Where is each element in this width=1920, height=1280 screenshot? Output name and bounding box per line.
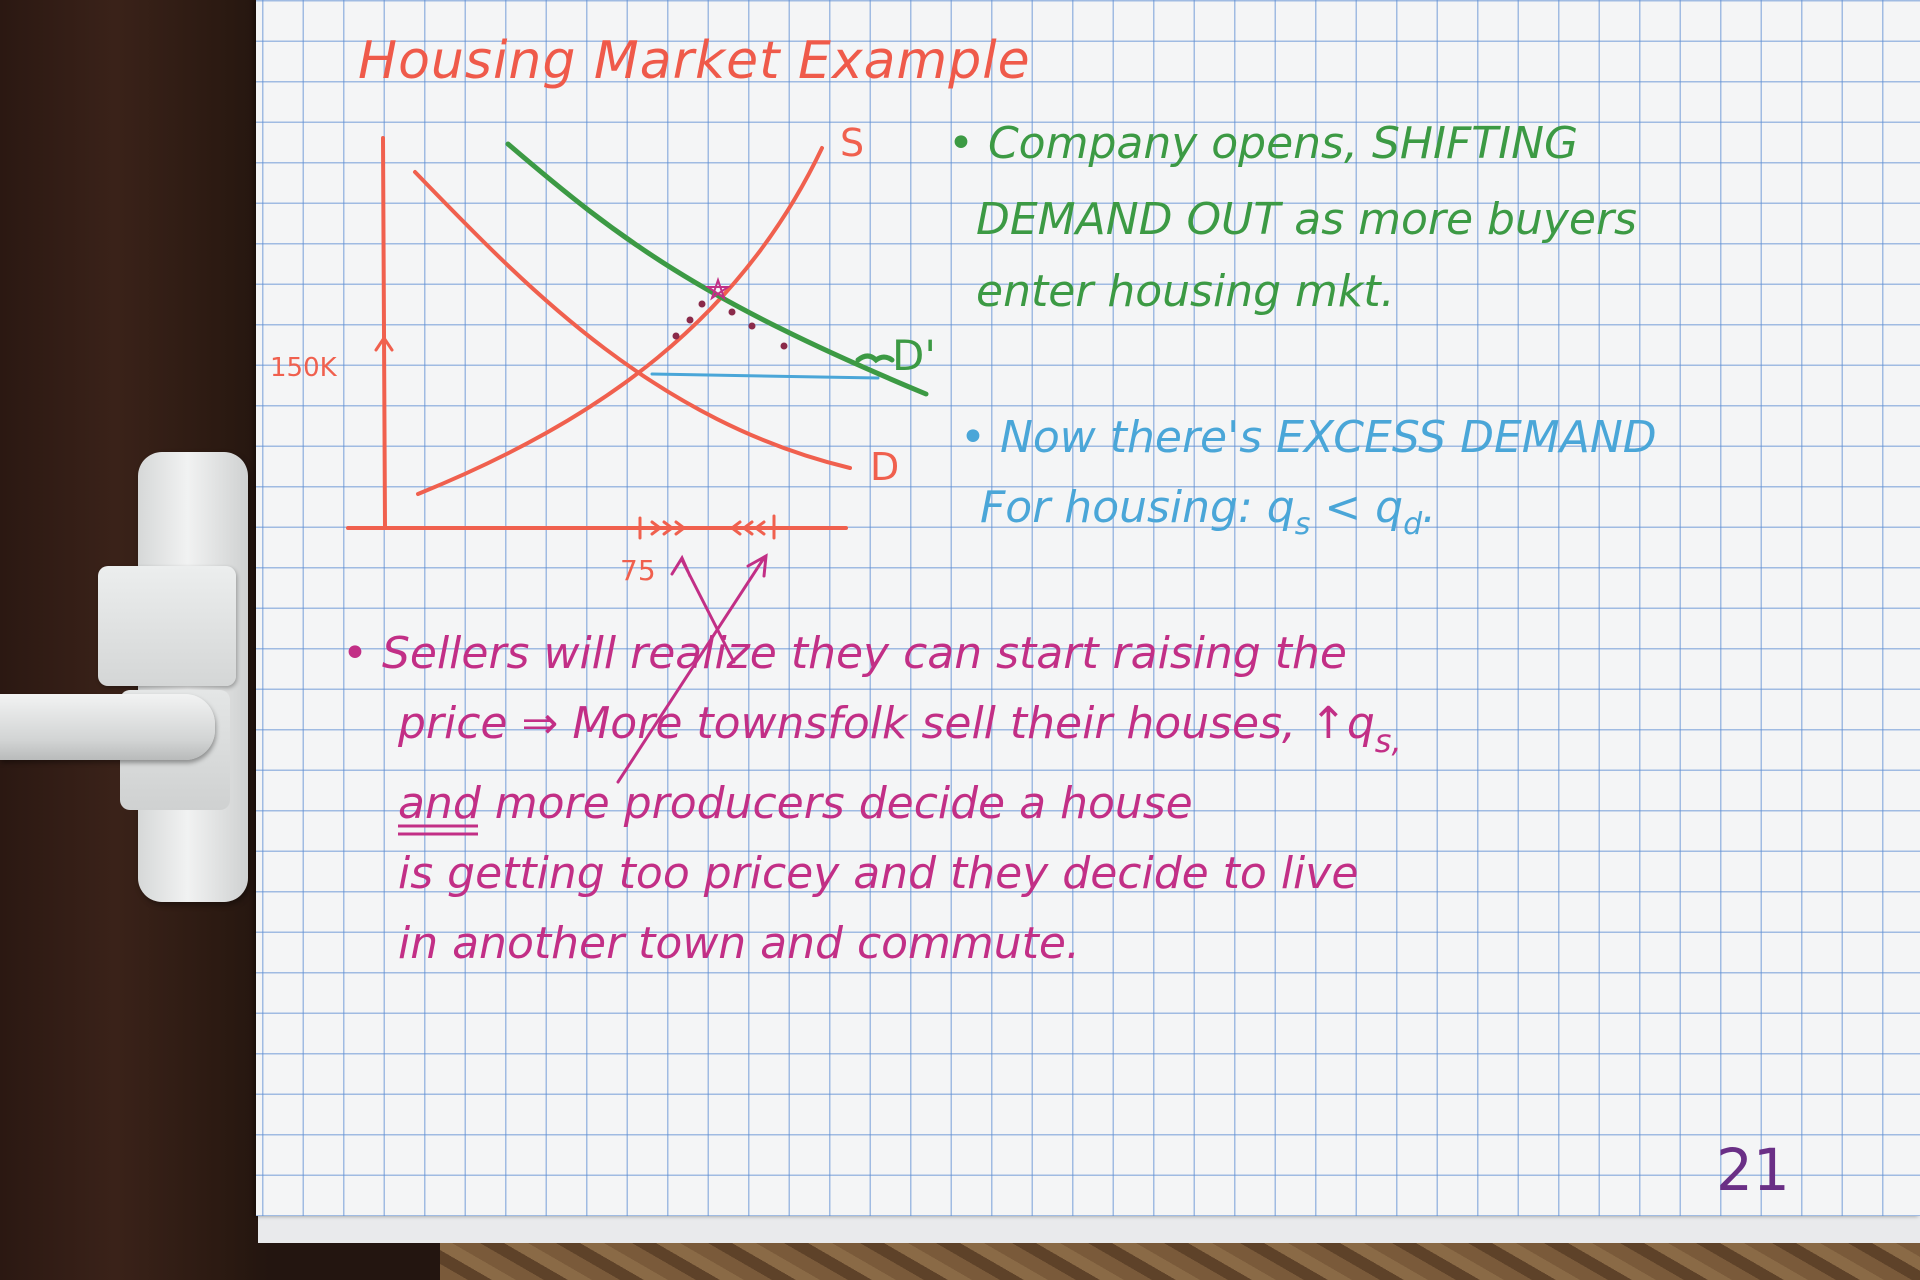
equilibrium-star	[704, 276, 732, 301]
magenta-note-line-4: is getting too pricey and they decide to…	[398, 848, 1358, 899]
excess-demand-line	[650, 372, 880, 380]
lamp-arm	[0, 694, 215, 760]
magenta-note-line-3: and more producers decide a house	[398, 778, 1193, 829]
supply-demand-graph	[346, 136, 929, 784]
graph-paper-page	[256, 0, 1920, 1216]
demand-curve-d	[413, 170, 852, 470]
green-note-line-1: • Company opens, SHIFTING	[948, 118, 1578, 169]
demand-curve-d-prime	[505, 141, 929, 397]
label-demand: D	[870, 445, 899, 489]
green-note-line-3: enter housing mkt.	[976, 266, 1395, 317]
magenta-note-line-2: price ⇒ More townsfolk sell their houses…	[397, 698, 1402, 760]
page-title: Housing Market Example	[358, 31, 1031, 91]
magenta-note-line-1: • Sellers will realize they can start ra…	[342, 628, 1347, 679]
green-note-line-2: DEMAND OUT as more buyers	[976, 194, 1637, 245]
blue-note-line-1: • Now there's EXCESS DEMAND	[960, 412, 1657, 463]
document-clip-latch[interactable]	[98, 566, 236, 686]
qd-arrows	[729, 514, 776, 540]
dotted-adjustment-path	[672, 300, 788, 350]
label-demand-shifted: D'	[892, 331, 936, 380]
d-prime-scribble	[855, 353, 895, 364]
qs-arrows	[638, 516, 687, 540]
quantity-label: 75	[620, 554, 656, 587]
qs-pointer-arrow	[670, 554, 736, 664]
price-axis	[381, 136, 387, 530]
qd-pointer-arrow	[616, 553, 768, 784]
page-number: 21	[1716, 1136, 1790, 1204]
label-supply: S	[840, 121, 864, 165]
supply-curve-s	[416, 146, 824, 496]
price-label: 150K	[270, 353, 338, 383]
magenta-note-line-5: in another town and commute.	[398, 918, 1080, 969]
blue-note-line-2: For housing: qs < qd.	[980, 482, 1436, 542]
